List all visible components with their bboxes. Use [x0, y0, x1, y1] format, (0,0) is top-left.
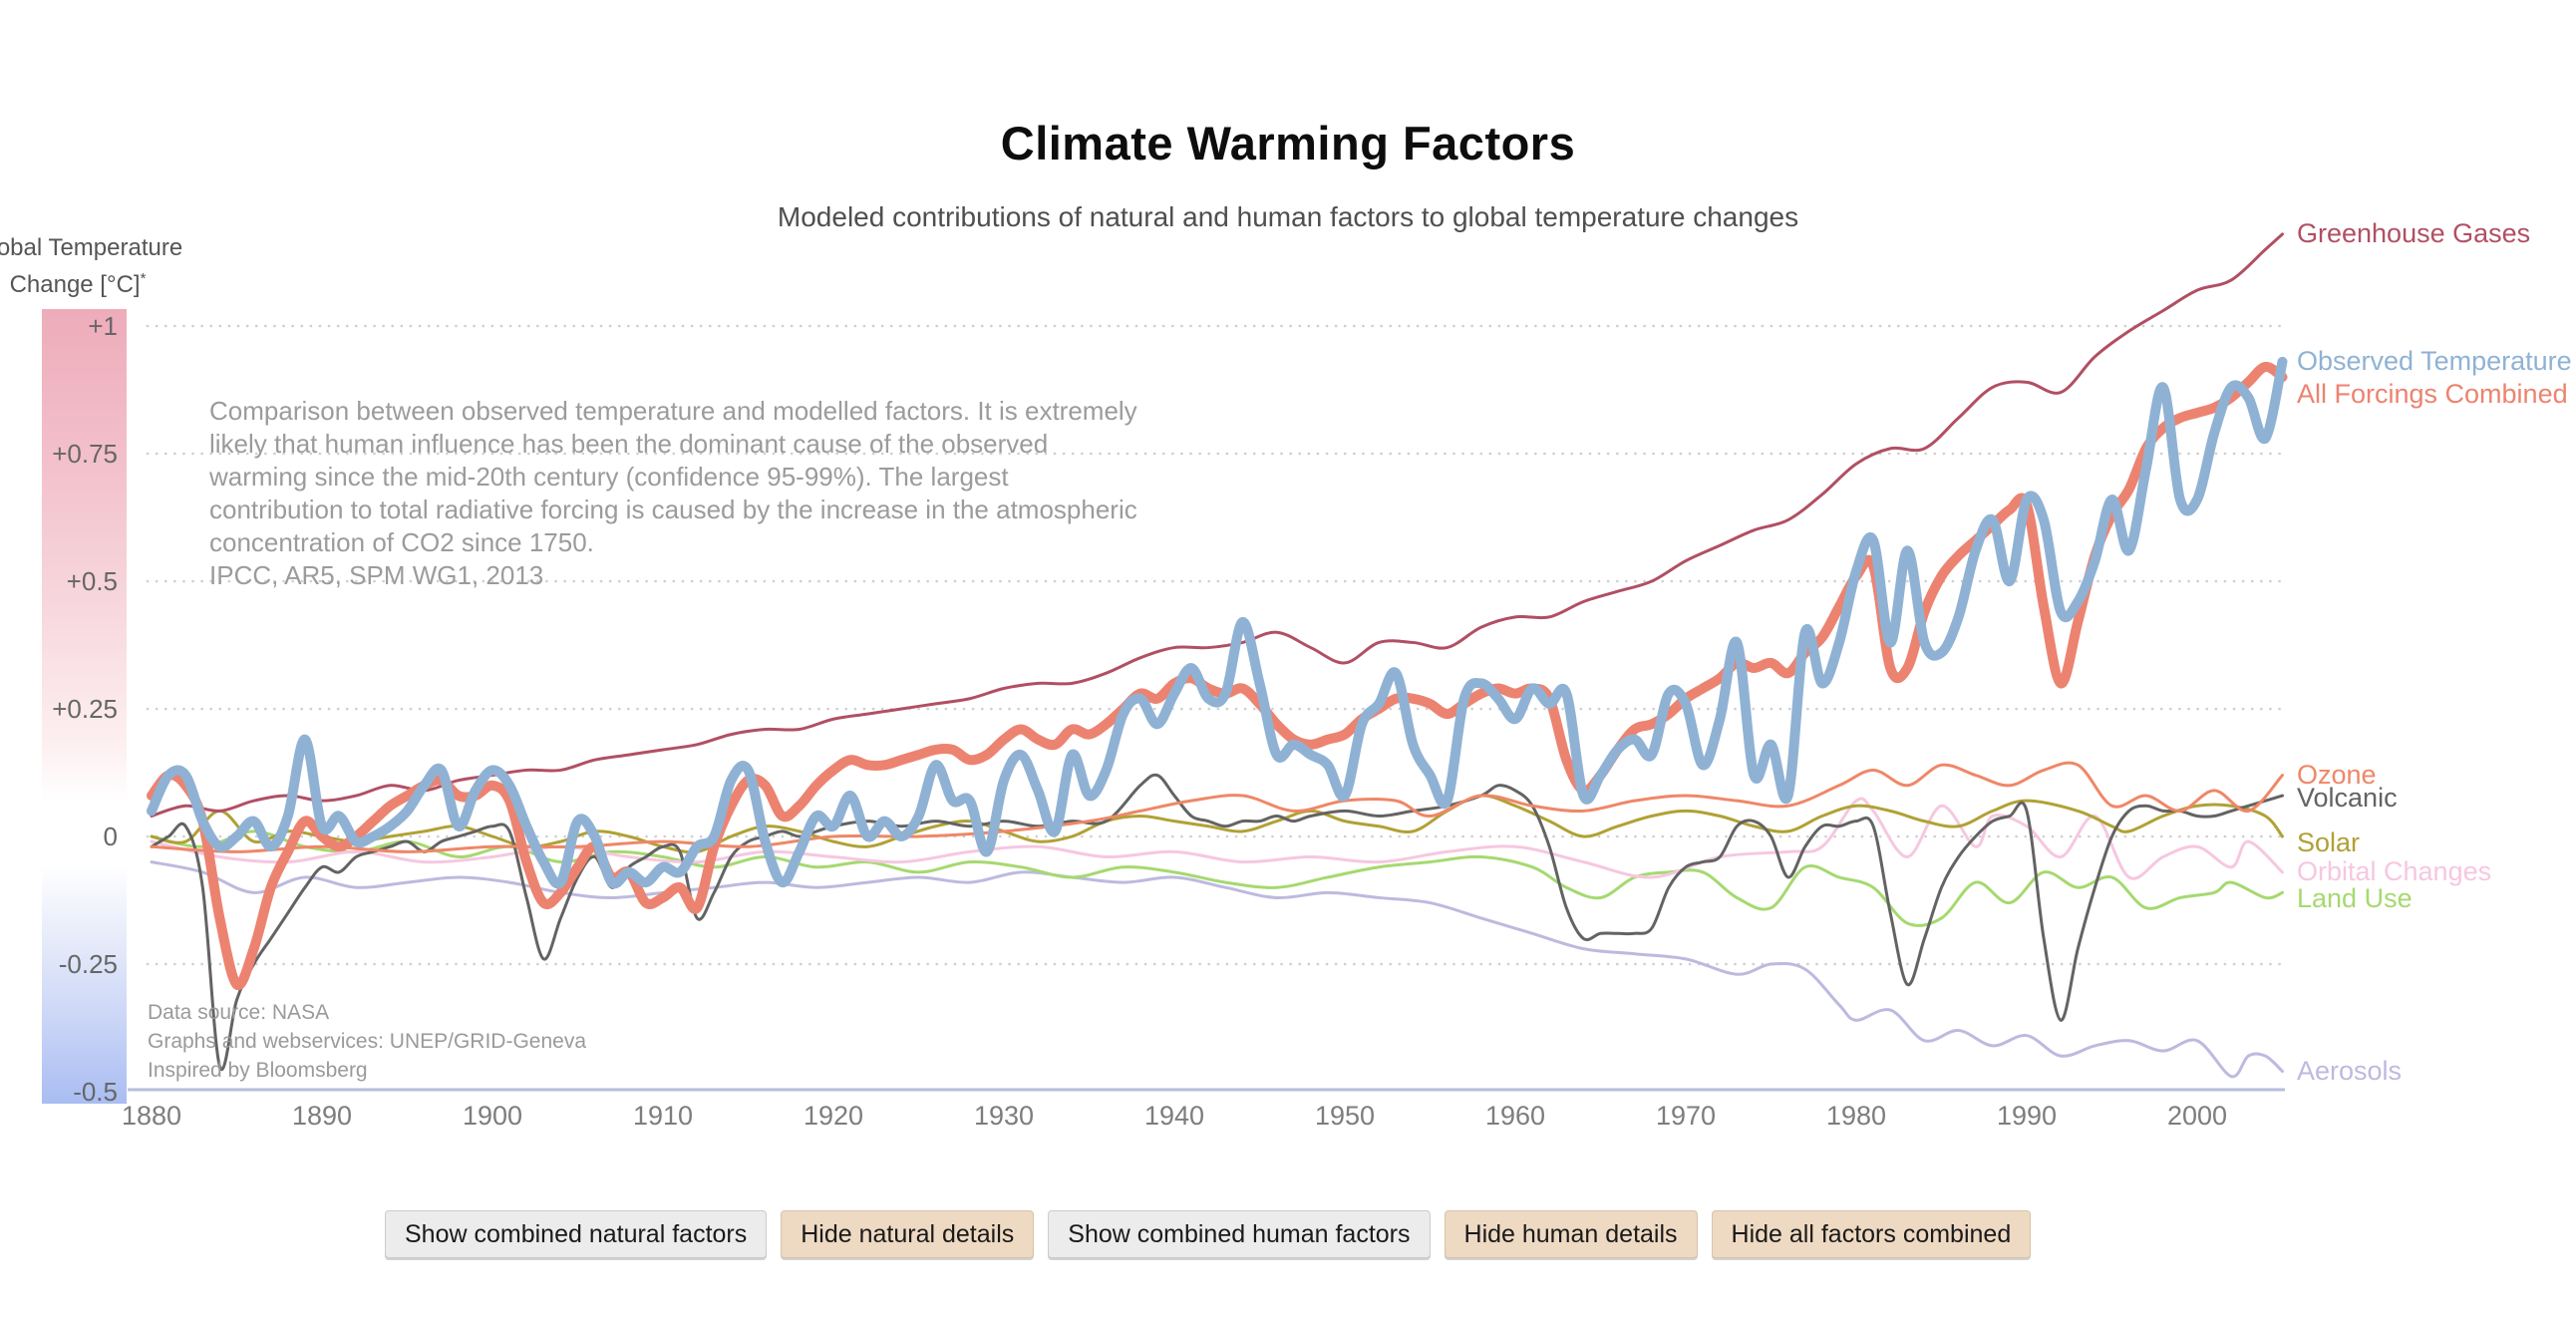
x-axis-tick-2000: 2000 — [2166, 1101, 2228, 1131]
x-axis-tick-1890: 1890 — [291, 1101, 353, 1131]
x-axis-tick-1950: 1950 — [1314, 1101, 1376, 1131]
y-axis-tick-+0.75: +0.75 — [52, 439, 118, 469]
x-axis-tick-1980: 1980 — [1825, 1101, 1887, 1131]
y-axis-title-line2: Change [°C] — [9, 271, 141, 298]
page-title: Climate Warming Factors — [1000, 117, 1576, 169]
y-axis-tick-0: 0 — [103, 822, 118, 851]
legend-label-orbital_changes: Orbital Changes — [2297, 855, 2492, 886]
y-axis-tick--0.25: -0.25 — [58, 949, 118, 979]
series-line-observed_temperature — [147, 356, 2288, 889]
y-axis-title-asterisk: * — [140, 270, 147, 287]
legend-label-greenhouse_gases: Greenhouse Gases — [2297, 217, 2531, 248]
legend-label-ozone: Ozone — [2297, 759, 2377, 790]
show-combined-human-factors-button[interactable]: Show combined human factors — [1048, 1210, 1431, 1258]
show-combined-natural-factors-button[interactable]: Show combined natural factors — [385, 1210, 768, 1258]
series-line-ozone — [150, 761, 2284, 853]
x-axis-tick-1930: 1930 — [973, 1101, 1035, 1131]
x-axis-tick-1940: 1940 — [1143, 1101, 1205, 1131]
y-axis-tick-+1: +1 — [88, 311, 118, 341]
source-note: Data source: NASA Graphs and webservices… — [148, 1001, 587, 1082]
series-line-greenhouse_gases — [150, 232, 2284, 819]
legend-label-all_forcings_combined: All Forcings Combined — [2297, 379, 2568, 410]
y-axis-tick-+0.5: +0.5 — [66, 566, 118, 596]
chart-controls: Show combined natural factors Hide natur… — [385, 1210, 2032, 1258]
legend-label-observed_temperature: Observed Temperature — [2297, 345, 2572, 376]
y-axis-tick--0.5: -0.5 — [73, 1077, 118, 1107]
legend-label-solar: Solar — [2297, 827, 2361, 857]
y-axis-tick-+0.25: +0.25 — [52, 694, 118, 724]
hide-all-factors-combined-button[interactable]: Hide all factors combined — [1711, 1210, 2032, 1258]
x-axis-tick-1900: 1900 — [462, 1101, 523, 1131]
x-axis-tick-1920: 1920 — [803, 1101, 864, 1131]
hide-natural-details-button[interactable]: Hide natural details — [781, 1210, 1035, 1258]
legend-label-aerosols: Aerosols — [2297, 1055, 2403, 1086]
x-axis-tick-1880: 1880 — [121, 1101, 182, 1131]
hide-human-details-button[interactable]: Hide human details — [1444, 1210, 1698, 1258]
temperature-color-scale-bar — [42, 309, 127, 1104]
x-axis-tick-1990: 1990 — [1996, 1101, 2058, 1131]
series-line-volcanic — [150, 773, 2284, 1071]
series-line-solar — [150, 794, 2284, 854]
legend-label-volcanic: Volcanic — [2297, 783, 2398, 814]
page-subtitle: Modeled contributions of natural and hum… — [777, 201, 1799, 232]
x-axis-tick-1960: 1960 — [1484, 1101, 1546, 1131]
series-line-land_use — [150, 829, 2284, 927]
x-axis-tick-1910: 1910 — [632, 1101, 694, 1131]
ipcc-annotation: Comparison between observed temperature … — [209, 396, 1137, 590]
y-axis-title-line1: Global Temperature — [0, 234, 183, 261]
legend-label-land_use: Land Use — [2297, 883, 2413, 914]
x-axis-tick-1970: 1970 — [1655, 1101, 1717, 1131]
y-axis-title: Global Temperature Change [°C]* — [0, 232, 185, 300]
